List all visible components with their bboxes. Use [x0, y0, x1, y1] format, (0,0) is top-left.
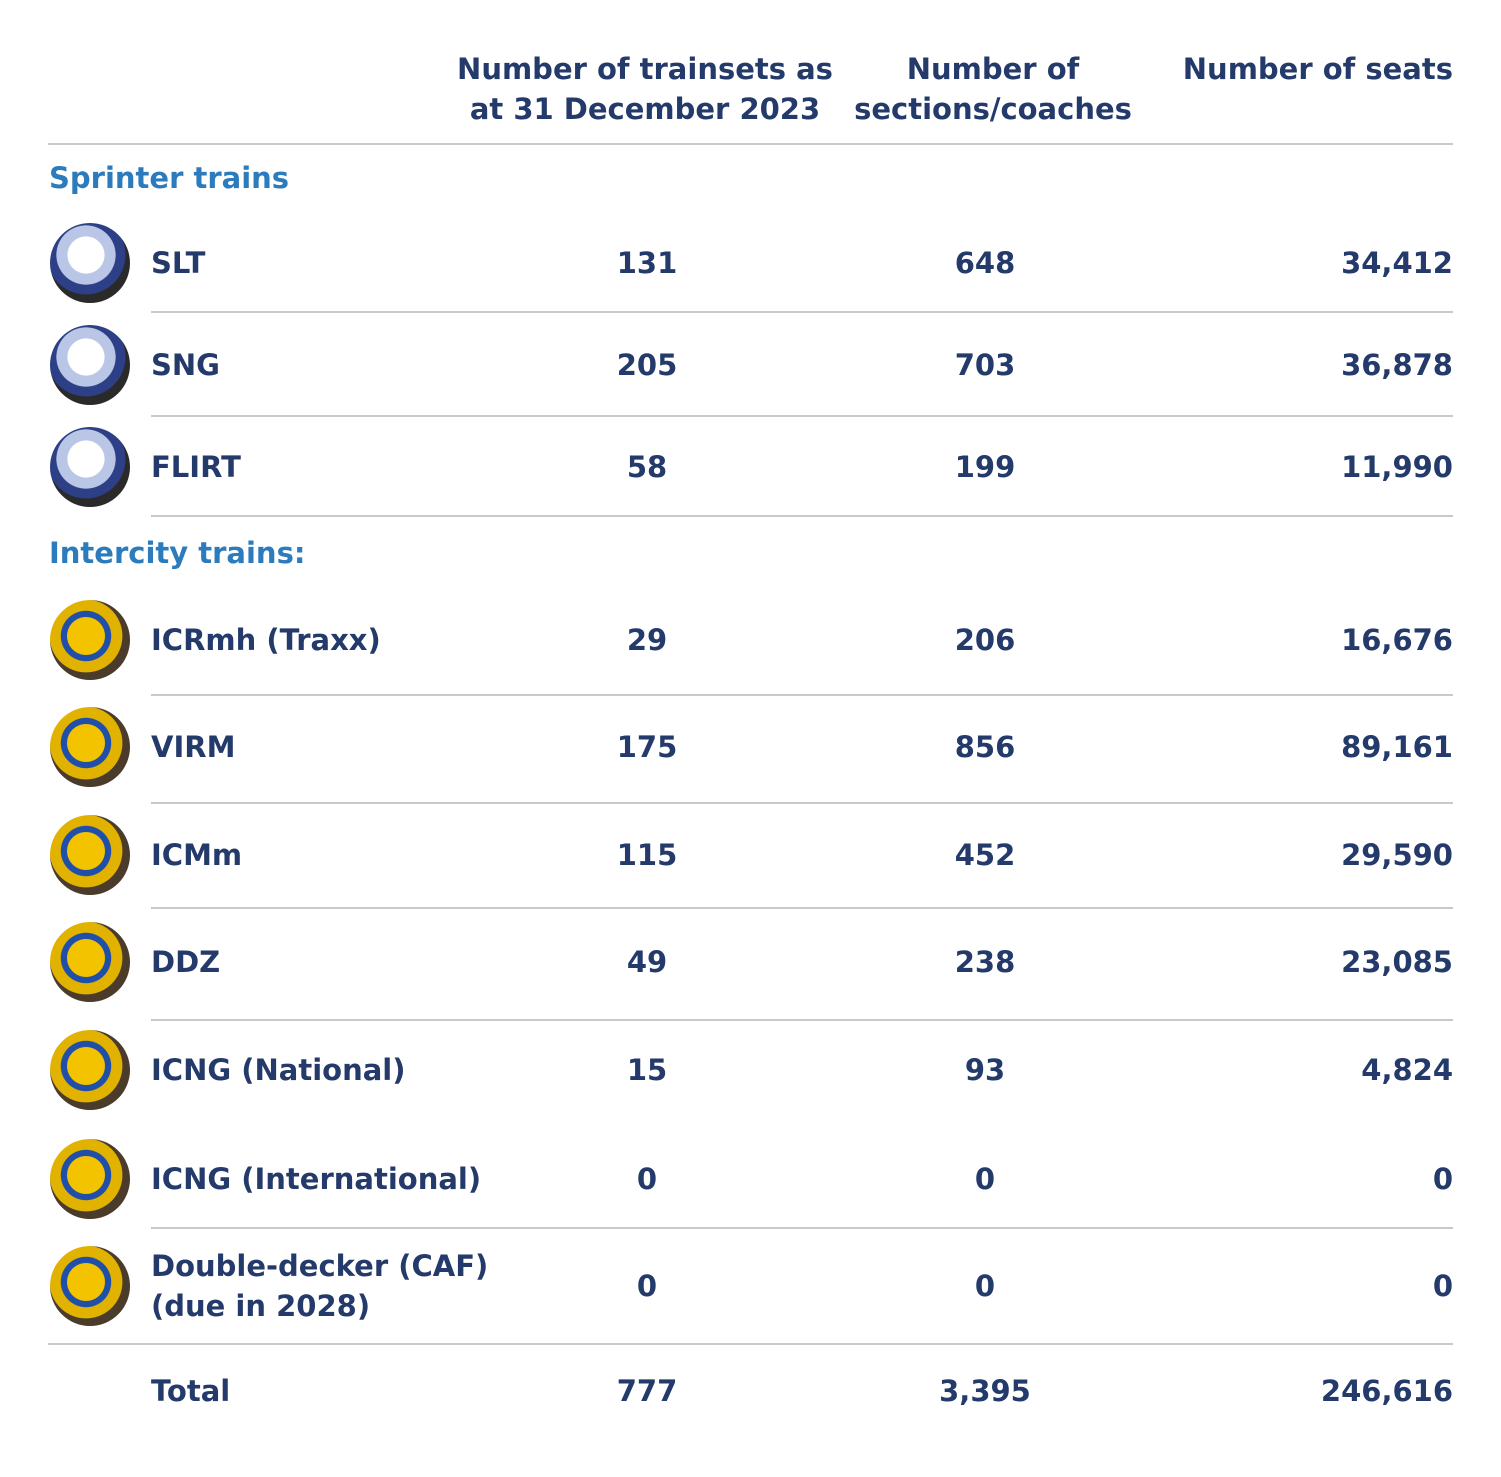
seats-cell: 16,676 — [1341, 623, 1453, 657]
seats-cell: 246,616 — [1320, 1374, 1453, 1408]
sections-cell: 93 — [964, 1053, 1006, 1087]
sections-cell: 206 — [954, 623, 1016, 657]
train-icon — [50, 427, 130, 507]
group-title: Intercity trains: — [49, 536, 306, 570]
group-title: Sprinter trains — [49, 161, 290, 195]
seats-cell: 0 — [1432, 1269, 1453, 1303]
seats-cell: 29,590 — [1341, 838, 1453, 872]
train-name: ICNG (International) — [151, 1162, 482, 1196]
train-icon — [50, 223, 130, 303]
column-header: Number of seats — [1182, 52, 1453, 86]
train-name: SLT — [151, 246, 206, 280]
total-label: Total — [151, 1374, 231, 1408]
train-icon — [50, 1139, 130, 1219]
row-rule — [151, 311, 1453, 313]
row-rule — [151, 1019, 1453, 1021]
sections-cell: 703 — [954, 348, 1016, 382]
header-rule — [48, 143, 1453, 145]
train-name: ICMm — [151, 838, 243, 872]
sections-cell: 238 — [954, 945, 1016, 979]
seats-cell: 89,161 — [1341, 730, 1453, 764]
train-icon — [50, 707, 130, 787]
trainsets-cell: 131 — [616, 246, 678, 280]
trainsets-cell: 205 — [616, 348, 678, 382]
seats-cell: 11,990 — [1341, 450, 1453, 484]
train-name: ICNG (National) — [151, 1053, 406, 1087]
sections-cell: 452 — [954, 838, 1016, 872]
trainsets-cell: 0 — [636, 1269, 658, 1303]
column-header: Number of sections/coaches — [854, 52, 1132, 126]
row-rule — [151, 694, 1453, 696]
seats-cell: 34,412 — [1341, 246, 1453, 280]
seats-cell: 0 — [1432, 1162, 1453, 1196]
sections-cell: 3,395 — [939, 1374, 1031, 1408]
row-rule — [151, 802, 1453, 804]
train-name: ICRmh (Traxx) — [151, 623, 381, 657]
trainsets-cell: 58 — [626, 450, 668, 484]
trainsets-cell: 49 — [626, 945, 668, 979]
trainsets-cell: 29 — [626, 623, 668, 657]
trainsets-cell: 15 — [626, 1053, 668, 1087]
sections-cell: 0 — [974, 1269, 996, 1303]
train-name: VIRM — [151, 730, 236, 764]
train-name: Double-decker (CAF) (due in 2028) — [151, 1249, 489, 1323]
train-icon — [50, 815, 130, 895]
seats-cell: 23,085 — [1341, 945, 1453, 979]
trainsets-cell: 0 — [636, 1162, 658, 1196]
seats-cell: 4,824 — [1361, 1053, 1453, 1087]
train-name: FLIRT — [151, 450, 241, 484]
train-name: SNG — [151, 348, 220, 382]
trainsets-cell: 777 — [616, 1374, 678, 1408]
train-icon — [50, 325, 130, 405]
row-rule — [151, 415, 1453, 417]
train-icon — [50, 922, 130, 1002]
column-header: Number of trainsets as at 31 December 20… — [457, 52, 833, 126]
sections-cell: 0 — [974, 1162, 996, 1196]
trainsets-cell: 115 — [616, 838, 678, 872]
row-rule — [151, 907, 1453, 909]
row-rule — [151, 515, 1453, 517]
sections-cell: 199 — [954, 450, 1016, 484]
train-icon — [50, 1030, 130, 1110]
train-name: DDZ — [151, 945, 221, 979]
seats-cell: 36,878 — [1341, 348, 1453, 382]
train-icon — [50, 600, 130, 680]
sections-cell: 648 — [954, 246, 1016, 280]
row-rule — [151, 1227, 1453, 1229]
trainsets-cell: 175 — [616, 730, 678, 764]
train-icon — [50, 1246, 130, 1326]
total-rule — [48, 1343, 1453, 1345]
sections-cell: 856 — [954, 730, 1016, 764]
